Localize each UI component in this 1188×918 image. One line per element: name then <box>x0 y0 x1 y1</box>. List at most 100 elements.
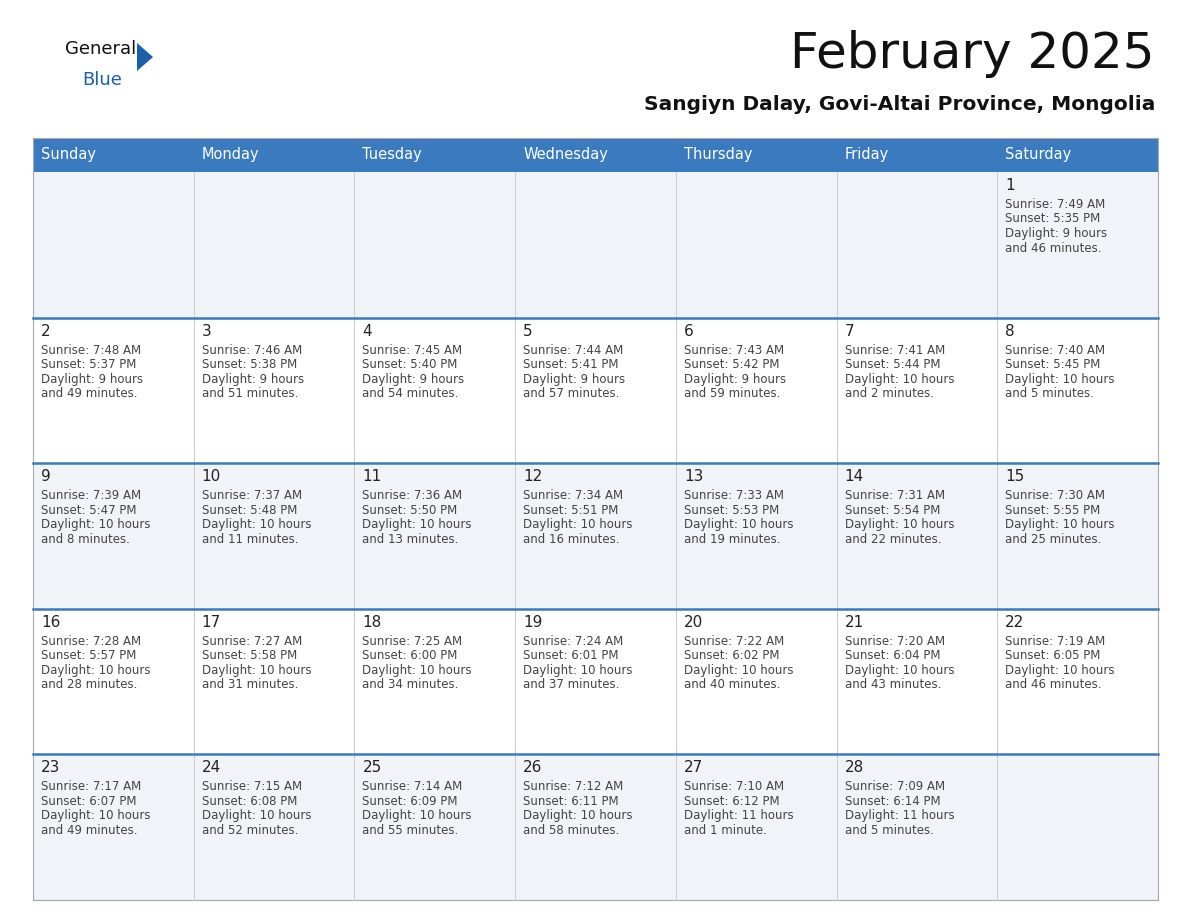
Text: 13: 13 <box>684 469 703 484</box>
Text: Daylight: 10 hours: Daylight: 10 hours <box>684 518 794 532</box>
Text: 5: 5 <box>523 324 532 339</box>
Text: and 55 minutes.: and 55 minutes. <box>362 823 459 837</box>
Text: Daylight: 9 hours: Daylight: 9 hours <box>1005 227 1107 240</box>
Text: 27: 27 <box>684 760 703 776</box>
Text: Sunset: 5:41 PM: Sunset: 5:41 PM <box>523 358 619 371</box>
Text: and 46 minutes.: and 46 minutes. <box>1005 241 1101 254</box>
Bar <box>997 138 1158 172</box>
Text: 11: 11 <box>362 469 381 484</box>
Text: and 13 minutes.: and 13 minutes. <box>362 532 459 545</box>
Text: Sunset: 5:57 PM: Sunset: 5:57 PM <box>42 649 137 662</box>
Text: Sunset: 6:08 PM: Sunset: 6:08 PM <box>202 795 297 808</box>
Text: 17: 17 <box>202 615 221 630</box>
Text: Sunrise: 7:15 AM: Sunrise: 7:15 AM <box>202 780 302 793</box>
Bar <box>33 755 1158 900</box>
Text: Daylight: 10 hours: Daylight: 10 hours <box>1005 664 1114 677</box>
Text: Sunrise: 7:45 AM: Sunrise: 7:45 AM <box>362 343 462 356</box>
Text: Sunrise: 7:44 AM: Sunrise: 7:44 AM <box>523 343 624 356</box>
Text: and 46 minutes.: and 46 minutes. <box>1005 678 1101 691</box>
Polygon shape <box>137 43 153 71</box>
Text: 4: 4 <box>362 324 372 339</box>
Text: 25: 25 <box>362 760 381 776</box>
Text: Sunrise: 7:46 AM: Sunrise: 7:46 AM <box>202 343 302 356</box>
Text: Sunset: 6:01 PM: Sunset: 6:01 PM <box>523 649 619 662</box>
Text: Saturday: Saturday <box>1005 148 1072 162</box>
Bar <box>33 318 1158 464</box>
Text: 9: 9 <box>42 469 51 484</box>
Text: and 49 minutes.: and 49 minutes. <box>42 387 138 400</box>
Text: Sunrise: 7:20 AM: Sunrise: 7:20 AM <box>845 635 944 648</box>
Bar <box>354 138 516 172</box>
Text: Daylight: 10 hours: Daylight: 10 hours <box>523 518 633 532</box>
Text: Sunrise: 7:31 AM: Sunrise: 7:31 AM <box>845 489 944 502</box>
Text: and 11 minutes.: and 11 minutes. <box>202 532 298 545</box>
Text: Sunrise: 7:48 AM: Sunrise: 7:48 AM <box>42 343 141 356</box>
Text: 10: 10 <box>202 469 221 484</box>
Text: Sunset: 5:40 PM: Sunset: 5:40 PM <box>362 358 457 371</box>
Text: and 16 minutes.: and 16 minutes. <box>523 532 620 545</box>
Text: and 51 minutes.: and 51 minutes. <box>202 387 298 400</box>
Text: and 25 minutes.: and 25 minutes. <box>1005 532 1101 545</box>
Text: Sunrise: 7:14 AM: Sunrise: 7:14 AM <box>362 780 462 793</box>
Text: and 58 minutes.: and 58 minutes. <box>523 823 619 837</box>
Text: 15: 15 <box>1005 469 1024 484</box>
Text: 14: 14 <box>845 469 864 484</box>
Text: Sunset: 5:37 PM: Sunset: 5:37 PM <box>42 358 137 371</box>
Text: Sunset: 5:45 PM: Sunset: 5:45 PM <box>1005 358 1100 371</box>
Text: and 43 minutes.: and 43 minutes. <box>845 678 941 691</box>
Bar <box>33 138 1158 900</box>
Text: Sunset: 6:11 PM: Sunset: 6:11 PM <box>523 795 619 808</box>
Bar <box>676 138 836 172</box>
Bar <box>33 138 194 172</box>
Text: Daylight: 10 hours: Daylight: 10 hours <box>845 664 954 677</box>
Text: and 49 minutes.: and 49 minutes. <box>42 823 138 837</box>
Text: 20: 20 <box>684 615 703 630</box>
Text: Sunset: 5:44 PM: Sunset: 5:44 PM <box>845 358 940 371</box>
Text: Daylight: 10 hours: Daylight: 10 hours <box>845 518 954 532</box>
Text: 12: 12 <box>523 469 543 484</box>
Text: Sunset: 6:00 PM: Sunset: 6:00 PM <box>362 649 457 662</box>
Text: Thursday: Thursday <box>684 148 752 162</box>
Text: Tuesday: Tuesday <box>362 148 422 162</box>
Text: Daylight: 10 hours: Daylight: 10 hours <box>845 373 954 386</box>
Text: Daylight: 10 hours: Daylight: 10 hours <box>523 810 633 823</box>
Text: Sunrise: 7:34 AM: Sunrise: 7:34 AM <box>523 489 624 502</box>
Text: Blue: Blue <box>82 71 122 89</box>
Text: Sunrise: 7:40 AM: Sunrise: 7:40 AM <box>1005 343 1105 356</box>
Text: Daylight: 10 hours: Daylight: 10 hours <box>523 664 633 677</box>
Text: and 40 minutes.: and 40 minutes. <box>684 678 781 691</box>
Text: Daylight: 10 hours: Daylight: 10 hours <box>202 518 311 532</box>
Text: Sunset: 6:12 PM: Sunset: 6:12 PM <box>684 795 779 808</box>
Text: Sangiyn Dalay, Govi-Altai Province, Mongolia: Sangiyn Dalay, Govi-Altai Province, Mong… <box>644 95 1155 114</box>
Text: Sunset: 6:04 PM: Sunset: 6:04 PM <box>845 649 940 662</box>
Text: Friday: Friday <box>845 148 889 162</box>
Text: Sunrise: 7:12 AM: Sunrise: 7:12 AM <box>523 780 624 793</box>
Text: and 37 minutes.: and 37 minutes. <box>523 678 619 691</box>
Text: Sunday: Sunday <box>42 148 96 162</box>
Text: Wednesday: Wednesday <box>523 148 608 162</box>
Text: Daylight: 10 hours: Daylight: 10 hours <box>362 810 472 823</box>
Text: Sunset: 6:07 PM: Sunset: 6:07 PM <box>42 795 137 808</box>
Text: 2: 2 <box>42 324 51 339</box>
Text: Daylight: 9 hours: Daylight: 9 hours <box>362 373 465 386</box>
Text: Sunrise: 7:27 AM: Sunrise: 7:27 AM <box>202 635 302 648</box>
Text: Sunset: 5:55 PM: Sunset: 5:55 PM <box>1005 504 1100 517</box>
Text: 21: 21 <box>845 615 864 630</box>
Text: Daylight: 11 hours: Daylight: 11 hours <box>684 810 794 823</box>
Text: Sunrise: 7:24 AM: Sunrise: 7:24 AM <box>523 635 624 648</box>
Text: 19: 19 <box>523 615 543 630</box>
Text: Sunrise: 7:25 AM: Sunrise: 7:25 AM <box>362 635 462 648</box>
Text: and 28 minutes.: and 28 minutes. <box>42 678 138 691</box>
Text: Sunset: 5:54 PM: Sunset: 5:54 PM <box>845 504 940 517</box>
Text: and 52 minutes.: and 52 minutes. <box>202 823 298 837</box>
Text: Sunrise: 7:09 AM: Sunrise: 7:09 AM <box>845 780 944 793</box>
Bar <box>194 138 354 172</box>
Text: and 31 minutes.: and 31 minutes. <box>202 678 298 691</box>
Text: Sunset: 5:48 PM: Sunset: 5:48 PM <box>202 504 297 517</box>
Bar <box>516 138 676 172</box>
Text: Daylight: 9 hours: Daylight: 9 hours <box>684 373 786 386</box>
Text: Sunset: 5:58 PM: Sunset: 5:58 PM <box>202 649 297 662</box>
Text: and 59 minutes.: and 59 minutes. <box>684 387 781 400</box>
Text: Daylight: 10 hours: Daylight: 10 hours <box>42 810 151 823</box>
Text: Sunrise: 7:30 AM: Sunrise: 7:30 AM <box>1005 489 1105 502</box>
